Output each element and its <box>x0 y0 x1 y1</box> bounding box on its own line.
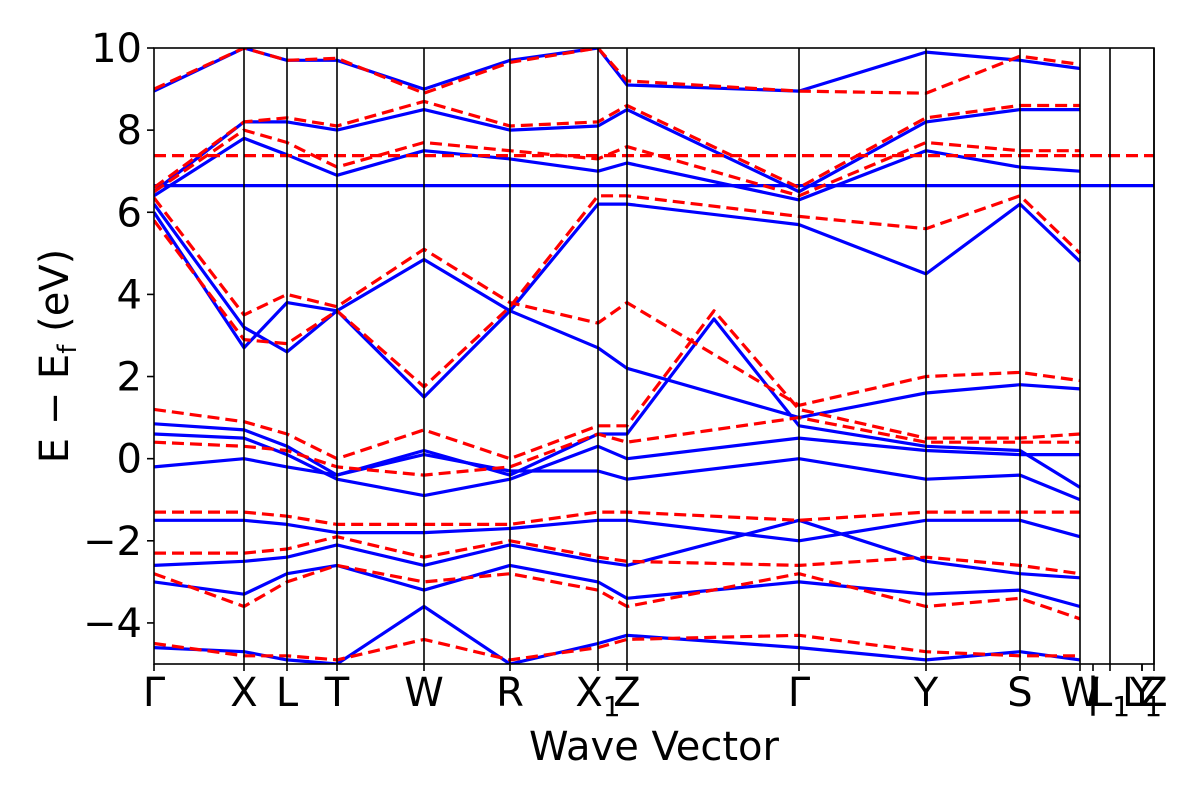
x-tick-label-11: W <box>1060 670 1100 716</box>
solid-band-5 <box>154 453 1081 502</box>
x-tick-label-15: L1 <box>1122 670 1162 723</box>
y-axis-ticks: 10 8 6 4 2 0 −2 −4 <box>83 26 154 647</box>
x-tick-label-5: R <box>496 670 524 716</box>
y-tick-label-6: −2 <box>83 519 142 565</box>
solid-band-6 <box>154 518 1081 543</box>
dashed-band-3 <box>154 309 1081 461</box>
y-tick-label-1: 8 <box>117 108 142 154</box>
dashed-band-5 <box>154 510 1080 526</box>
y-tick-label-5: 0 <box>117 437 142 483</box>
solid-band-1 <box>154 203 1081 420</box>
dashed-band-2 <box>154 194 1082 389</box>
solid-band-3 <box>154 317 1081 489</box>
y-tick-label-2: 6 <box>117 190 142 236</box>
x-tick-label-0: Γ <box>143 670 166 716</box>
solid-band-2 <box>154 202 1082 399</box>
dashed-band-8 <box>154 633 1080 662</box>
x-tick-label-6: X1 <box>575 670 620 723</box>
x-tick-label-7: Z <box>613 670 640 716</box>
x-tick-label-8: Γ <box>788 670 811 716</box>
dashed-band-11 <box>154 128 1080 198</box>
solid-band-12 <box>154 136 1081 202</box>
x-tick-label-14: Y <box>1129 670 1155 716</box>
y-tick-label-7: −4 <box>83 601 142 647</box>
solid-band-8 <box>154 563 1081 609</box>
x-tick-label-12: | <box>1086 670 1099 716</box>
x-tick-label-4: W <box>404 670 444 716</box>
y-axis-label-main: E − E <box>32 354 78 464</box>
band-lines <box>154 48 1154 664</box>
x-tick-label-13: L1 <box>1090 670 1130 723</box>
solid-band-7 <box>154 518 1081 580</box>
plot-frame <box>153 47 1155 665</box>
x-tick-label-10: S <box>1007 670 1032 716</box>
y-tick-label-4: 2 <box>117 355 142 401</box>
high-symmetry-lines <box>243 48 1155 664</box>
dashed-band-9 <box>154 48 1081 95</box>
dashed-band-1 <box>154 196 1081 407</box>
x-tick-label-9: Y <box>913 670 939 716</box>
y-axis-label-subscript: f <box>53 344 83 354</box>
dashed-band-7 <box>154 563 1081 621</box>
y-tick-label-0: 10 <box>91 26 142 72</box>
x-axis-label: Wave Vector <box>529 724 780 770</box>
dashed-band-10 <box>154 99 1080 190</box>
solid-band-11 <box>154 108 1080 194</box>
dashed-band-4 <box>154 416 1080 477</box>
y-tick-label-3: 4 <box>117 272 142 318</box>
x-tick-label-16: Z <box>1140 670 1167 716</box>
x-tick-label-3: T <box>324 670 350 716</box>
y-axis-label-unit: (eV) <box>32 249 78 345</box>
x-tick-label-1: X <box>230 670 257 716</box>
solid-band-4 <box>154 432 1080 498</box>
x-tick-label-2: L <box>276 670 299 716</box>
y-axis-label: E − Ef (eV) <box>32 249 83 464</box>
dashed-band-6 <box>154 535 1081 576</box>
solid-band-9 <box>154 604 1081 664</box>
